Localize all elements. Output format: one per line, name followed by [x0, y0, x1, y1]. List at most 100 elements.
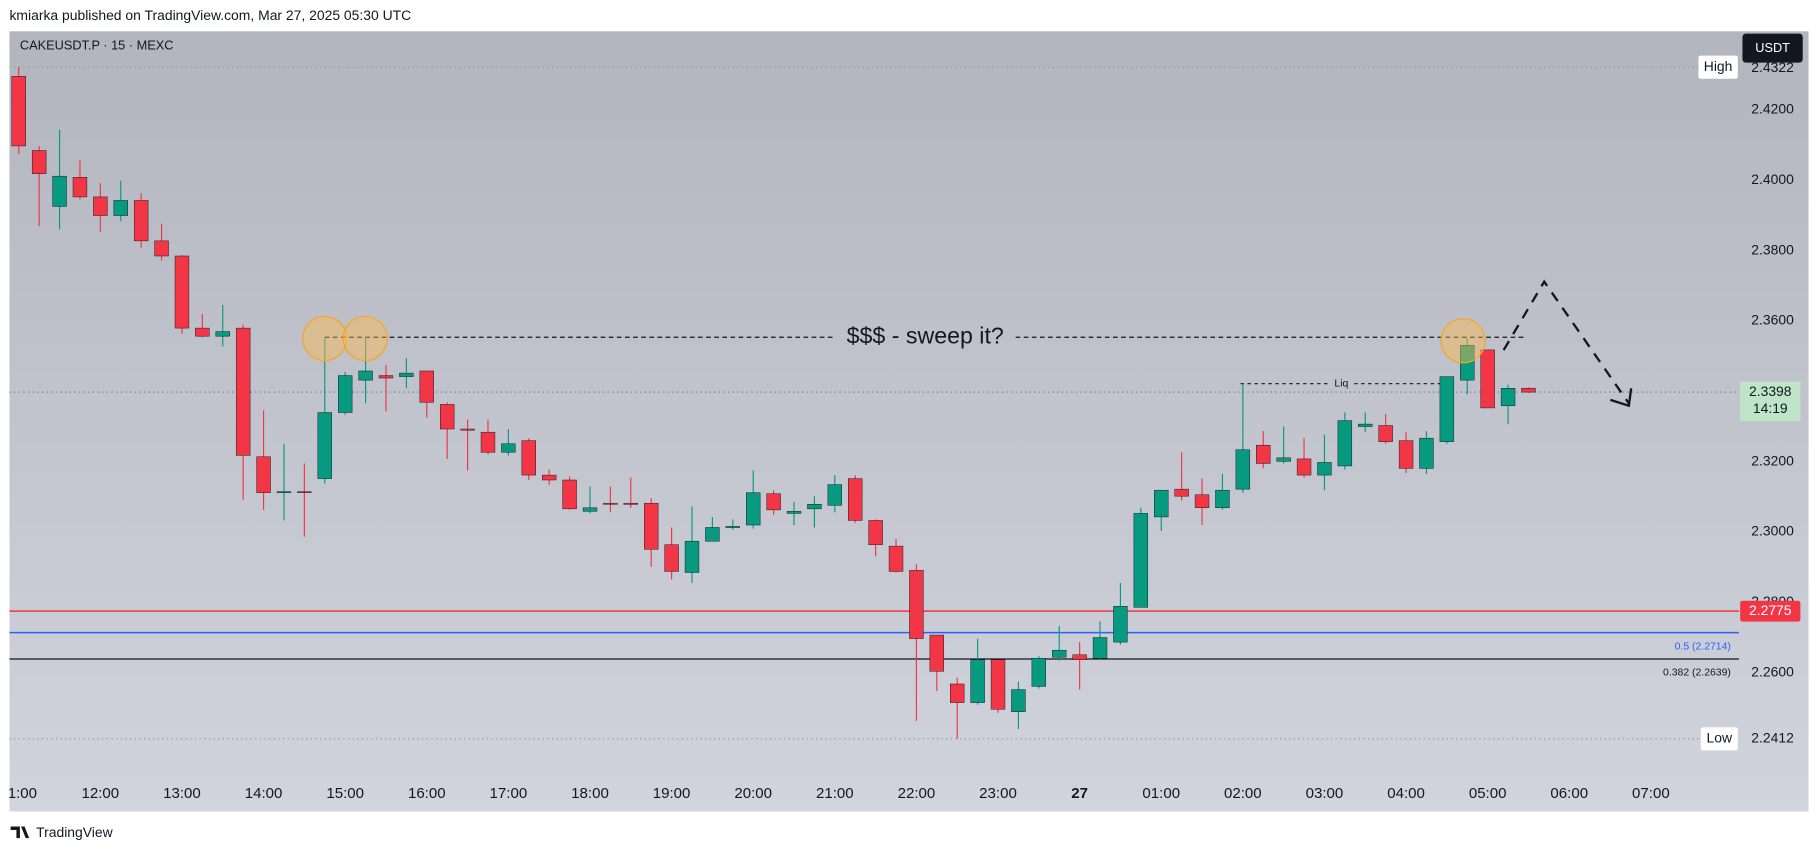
- candle-body: [1256, 444, 1271, 464]
- x-tick-label: 27: [1071, 785, 1088, 802]
- low-price-label: 2.2412: [1751, 729, 1794, 745]
- candle-body: [480, 431, 496, 453]
- candle-body: [909, 570, 924, 639]
- low-tag-label: Low: [1707, 729, 1733, 745]
- symbol-title: CAKEUSDT.P · 15 · MEXC: [20, 38, 174, 53]
- candle-body: [31, 150, 47, 174]
- candle-body: [1031, 658, 1047, 687]
- candle-body: [1439, 376, 1455, 442]
- candle-body: [1521, 387, 1536, 393]
- footer-logo: TradingView: [10, 824, 114, 840]
- x-tick-label: 05:00: [1469, 785, 1507, 802]
- liq-label: Liq: [1334, 378, 1348, 389]
- x-tick-label: 20:00: [734, 785, 772, 802]
- candle-body: [501, 443, 516, 453]
- drawings-layer: [302, 279, 1633, 408]
- candle-body: [542, 474, 557, 481]
- levels-layer: 0.5 (2.2714) 0.382 (2.2639) $$$ - sweep it…: [9, 66, 1739, 740]
- candle-body: [644, 502, 659, 550]
- high-price-label: 2.4322: [1751, 59, 1794, 75]
- y-tick-label: 2.3600: [1751, 312, 1794, 328]
- high-tag-label: High: [1704, 58, 1733, 74]
- x-tick-label: 06:00: [1550, 785, 1588, 802]
- countdown-label: 14:19: [1753, 400, 1788, 416]
- candle-body: [1092, 637, 1108, 659]
- highlight-circle: [302, 315, 348, 362]
- y-tick-label: 2.4000: [1751, 171, 1794, 187]
- x-tick-label: 02:00: [1224, 785, 1262, 802]
- high-tag: [1698, 55, 1738, 79]
- candle-body: [235, 327, 251, 456]
- candle-body: [419, 370, 434, 403]
- currency-label: USDT: [1755, 40, 1790, 55]
- candle-body: [1174, 488, 1189, 497]
- candle-body: [1317, 462, 1332, 476]
- level-price-box: [1740, 600, 1801, 622]
- candle-body: [848, 478, 863, 521]
- x-tick-label: 16:00: [408, 785, 446, 802]
- y-tick-label: 2.2600: [1751, 663, 1794, 679]
- sweep-label: $$$ - sweep it?: [847, 322, 1004, 348]
- x-tick-label: 21:00: [816, 785, 854, 802]
- projection-arrow: [1502, 279, 1630, 405]
- candle-body: [746, 492, 761, 526]
- candle-body: [623, 502, 638, 505]
- logo-icon: [10, 826, 30, 839]
- candle-body: [684, 540, 700, 573]
- x-tick-label: 11:00: [0, 785, 37, 802]
- candle-body: [1011, 689, 1026, 712]
- highlight-circle: [1440, 318, 1486, 364]
- candle-body: [276, 491, 292, 493]
- candle-body: [215, 331, 230, 337]
- candle-body: [1215, 489, 1230, 509]
- x-tick-label: 22:00: [898, 785, 936, 802]
- x-tick-label: 18:00: [571, 785, 609, 802]
- candle-body: [1378, 425, 1393, 442]
- candle-body: [888, 545, 904, 572]
- candle-body: [868, 520, 883, 545]
- x-tick-label: 19:00: [653, 785, 691, 802]
- footer-text: TradingView: [36, 824, 113, 840]
- candle-body: [399, 372, 414, 377]
- last-price-label: 2.3398: [1749, 383, 1792, 399]
- candle-body: [337, 375, 353, 413]
- low-tag: [1700, 727, 1738, 751]
- candle-body: [1398, 440, 1414, 469]
- candle-body: [1480, 349, 1495, 409]
- x-tick-label: 04:00: [1387, 785, 1425, 802]
- candle-body: [990, 659, 1006, 710]
- candle-body: [1154, 489, 1169, 518]
- candle-body: [93, 196, 108, 216]
- candle-body: [786, 511, 802, 514]
- candle-body: [174, 255, 190, 329]
- candle-body: [970, 659, 985, 703]
- x-tick-label: 03:00: [1306, 785, 1344, 802]
- level-price-label: 2.2775: [1749, 602, 1792, 618]
- candle-body: [562, 479, 577, 510]
- candle-body: [378, 375, 394, 379]
- y-tick-label: 2.3000: [1751, 523, 1794, 539]
- candle-body: [133, 200, 149, 242]
- candle-body: [317, 412, 332, 479]
- candle-body: [1419, 437, 1434, 469]
- level-label: 0.5 (2.2714): [1675, 641, 1731, 652]
- candle-body: [154, 240, 169, 257]
- candle-body: [1072, 654, 1087, 660]
- currency-box: [1742, 33, 1803, 63]
- candle-body: [725, 526, 740, 528]
- candle-body: [1500, 387, 1516, 407]
- highlight-circle: [342, 315, 388, 362]
- candle-body: [929, 634, 945, 672]
- header: kmiarka published on TradingView.com, Ma…: [9, 7, 411, 23]
- candles-layer: [11, 67, 1536, 739]
- candle-body: [1133, 513, 1149, 608]
- candle-body: [1113, 606, 1128, 643]
- candle-body: [705, 527, 720, 542]
- arrow-head: [1609, 388, 1633, 408]
- x-tick-label: 23:00: [979, 785, 1017, 802]
- x-tick-label: 13:00: [163, 785, 201, 802]
- y-tick-label: 2.3800: [1751, 241, 1794, 257]
- y-tick-label: 2.3200: [1751, 452, 1794, 468]
- candle-body: [950, 683, 965, 703]
